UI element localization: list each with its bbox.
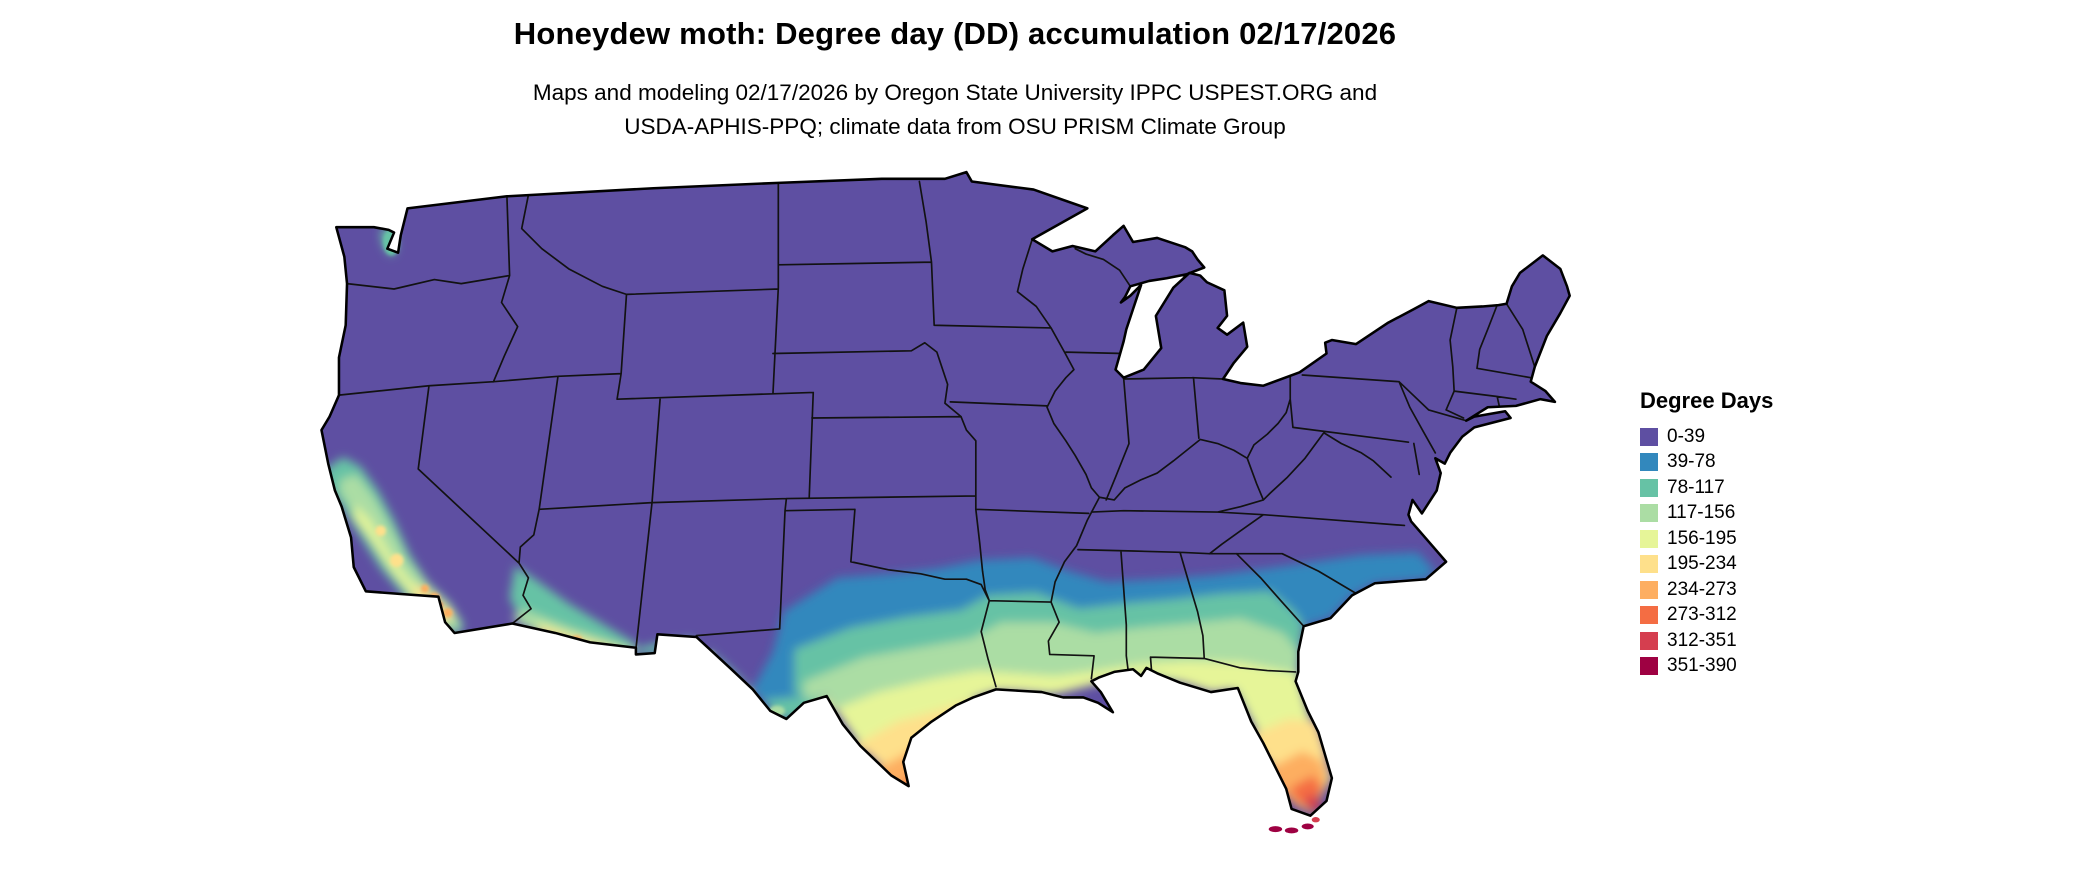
- florida-keys: [1268, 817, 1320, 834]
- legend-range-label: 312-351: [1667, 629, 1737, 651]
- legend-range-label: 78-117: [1667, 476, 1725, 498]
- legend-range-label: 156-195: [1667, 527, 1737, 549]
- legend-item: 156-195: [1640, 526, 1773, 552]
- page-title: Honeydew moth: Degree day (DD) accumulat…: [513, 16, 1397, 51]
- legend-title: Degree Days: [1640, 388, 1774, 413]
- degree-days-legend: Degree Days 0-39 39-78 78-117 117-156 156-19…: [1640, 388, 1773, 679]
- subtitle-line-2: USDA-APHIS-PPQ; climate data from OSU PR…: [624, 114, 1286, 139]
- map-subtitle: Maps and modeling 02/17/2026 by Oregon S…: [300, 76, 1610, 144]
- legend-swatch: [1640, 580, 1658, 599]
- legend-item: 78-117: [1640, 475, 1773, 501]
- state-borders: [338, 180, 1536, 688]
- legend-swatch: [1640, 529, 1658, 548]
- legend-item: 234-273: [1640, 577, 1773, 603]
- legend-range-label: 0-39: [1667, 425, 1706, 447]
- legend-items: 0-39 39-78 78-117 117-156 156-195 195-234 234-…: [1640, 424, 1773, 679]
- legend-range-label: 195-234: [1667, 553, 1737, 575]
- legend-range-label: 39-78: [1667, 451, 1716, 473]
- legend-item: 273-312: [1640, 603, 1773, 629]
- legend-swatch: [1640, 478, 1658, 497]
- legend-item: 117-156: [1640, 501, 1773, 527]
- legend-item: 39-78: [1640, 450, 1773, 476]
- legend-swatch: [1640, 606, 1658, 625]
- legend-range-label: 273-312: [1667, 604, 1737, 626]
- legend-item: 351-390: [1640, 654, 1773, 680]
- legend-swatch: [1640, 657, 1658, 676]
- legend-swatch: [1640, 504, 1658, 523]
- us-degree-day-map: [300, 168, 1610, 848]
- subtitle-line-1: Maps and modeling 02/17/2026 by Oregon S…: [532, 80, 1378, 105]
- legend-range-label: 117-156: [1667, 502, 1736, 524]
- legend-item: 0-39: [1640, 424, 1773, 450]
- legend-swatch: [1640, 427, 1658, 446]
- legend-swatch: [1640, 631, 1658, 650]
- map-fill-layer: [321, 172, 1570, 816]
- legend-swatch: [1640, 555, 1658, 574]
- legend-range-label: 234-273: [1667, 578, 1737, 600]
- legend-item: 195-234: [1640, 552, 1773, 578]
- map-canvas: [320, 170, 1571, 834]
- legend-range-label: 351-390: [1667, 655, 1737, 677]
- legend-swatch: [1640, 453, 1658, 472]
- legend-item: 312-351: [1640, 628, 1773, 654]
